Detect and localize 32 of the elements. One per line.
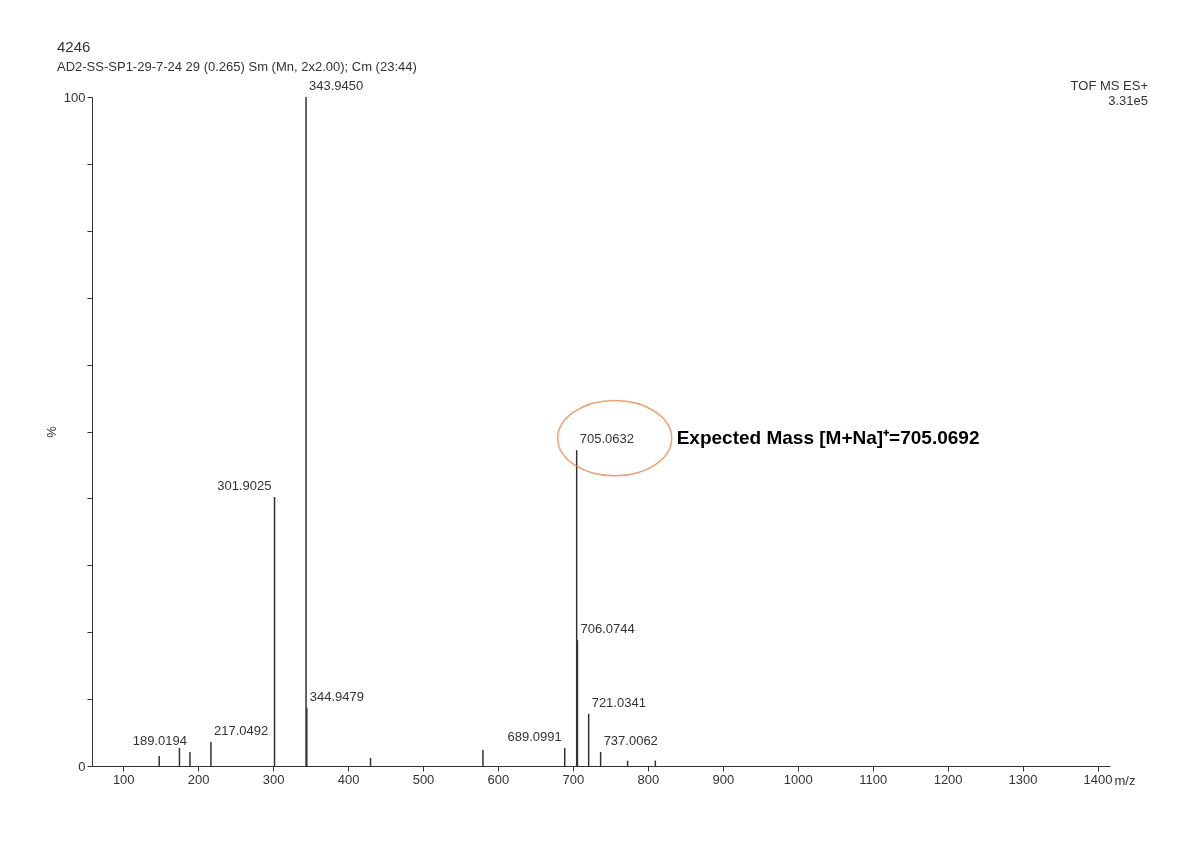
x-tick-label: 400 [337, 771, 360, 787]
x-axis-title: m/z [1114, 772, 1136, 788]
x-tick-label: 800 [637, 771, 660, 787]
x-tick-label: 1200 [933, 771, 963, 787]
x-tick-label: 1000 [783, 771, 813, 787]
x-tick-label: 600 [487, 771, 510, 787]
annotation: 705.0632 [579, 431, 634, 447]
annotation: 721.0341 [591, 694, 646, 710]
x-tick-label: 1100 [859, 771, 888, 787]
text: 3.31e5 [1108, 93, 1148, 108]
annotation: 344.9479 [309, 688, 365, 704]
annotation: 301.9025 [217, 478, 272, 494]
annotation: 689.0991 [507, 728, 562, 744]
annotation: Expected Mass [M+Na]⁺=705.0692 [676, 427, 980, 449]
x-tick-label: 1300 [1008, 771, 1038, 787]
y-tick-label: 0 [78, 758, 86, 774]
x-tick-label: 500 [412, 771, 435, 787]
x-tick-label: 300 [262, 771, 285, 787]
annotation: 217.0492 [213, 722, 269, 738]
chart-title: 4246 [57, 38, 91, 55]
x-tick-label: 1400 [1083, 771, 1113, 787]
text: TOF MS ES+ [1070, 78, 1148, 93]
annotation: 706.0744 [580, 621, 635, 637]
annotation: 189.0194 [132, 732, 187, 748]
x-tick-label: 900 [712, 771, 735, 787]
y-axis-title: % [43, 425, 59, 438]
x-tick-label: 200 [187, 771, 210, 787]
annotation: 737.0062 [603, 732, 658, 748]
x-tick-label: 100 [112, 771, 135, 787]
chart-subtitle: AD2-SS-SP1-29-7-24 29 (0.265) Sm (Mn, 2x2.00); Cm (23:44) [57, 59, 417, 74]
x-tick-label: 700 [562, 771, 585, 787]
annotation: 343.9450 [309, 78, 364, 93]
